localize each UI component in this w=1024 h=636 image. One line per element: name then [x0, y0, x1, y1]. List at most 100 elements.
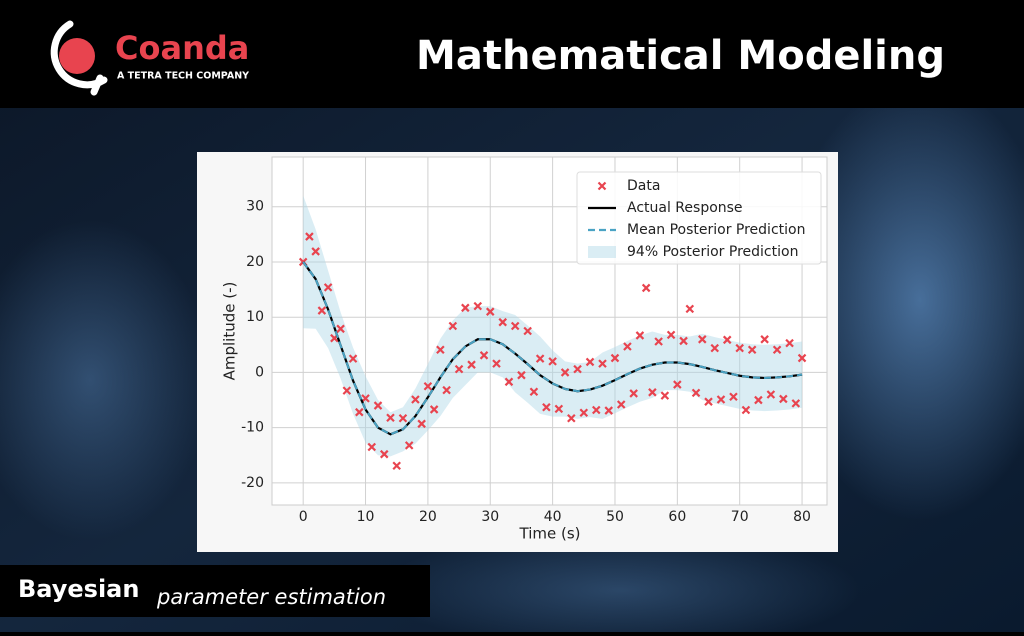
brand-name: Coanda [115, 29, 249, 67]
data-point [386, 413, 395, 423]
data-point [542, 402, 551, 412]
data-point [342, 386, 352, 395]
posterior-band [303, 195, 803, 457]
data-point [704, 397, 713, 406]
x-tick-label: 70 [731, 509, 749, 525]
legend-label: Actual Response [627, 200, 743, 216]
data-point [467, 360, 476, 369]
y-tick-label: -10 [241, 420, 264, 436]
x-tick-label: 0 [299, 509, 308, 525]
y-tick-label: -20 [241, 475, 264, 491]
y-axis-label: Amplitude (-) [221, 282, 239, 381]
data-point [392, 461, 401, 471]
data-point [623, 342, 632, 351]
data-point [479, 351, 489, 360]
data-point [660, 391, 670, 400]
legend-label: 94% Posterior Prediction [627, 244, 798, 260]
data-point [498, 317, 508, 327]
data-point [698, 335, 707, 344]
data-point [785, 338, 794, 348]
data-point [797, 353, 807, 363]
data-point [604, 406, 614, 415]
legend-label: Mean Posterior Prediction [627, 222, 805, 238]
legend-label: Data [627, 178, 660, 194]
data-point [610, 353, 620, 363]
header-bar [0, 0, 1024, 108]
data-point [317, 306, 327, 315]
data-point [517, 370, 526, 380]
data-point [560, 368, 570, 377]
data-point [436, 345, 445, 355]
data-point [754, 395, 763, 405]
x-tick-label: 80 [793, 509, 811, 525]
mean-line [302, 261, 803, 436]
data-point [461, 303, 470, 313]
data-point [379, 449, 389, 459]
y-tick-label: 30 [246, 199, 264, 215]
data-point [685, 304, 695, 314]
data-point [772, 345, 782, 355]
data-point [573, 364, 582, 374]
legend-box [576, 171, 822, 265]
data-point [747, 345, 757, 355]
data-point [404, 441, 414, 450]
data-point [641, 283, 651, 293]
data-point [648, 388, 657, 397]
data-point [679, 336, 688, 346]
logo-icon [50, 20, 108, 96]
data-point [791, 399, 801, 408]
data-point [666, 330, 676, 340]
data-point [766, 390, 776, 399]
data-point [654, 337, 663, 346]
x-tick-label: 30 [481, 509, 499, 525]
caption-bar [0, 565, 430, 617]
data-point [355, 407, 364, 417]
data-point [616, 400, 626, 409]
background-glow [380, 530, 860, 636]
data-point [442, 385, 451, 395]
legend-swatch [597, 181, 607, 191]
data-point [554, 404, 564, 414]
data-point [585, 357, 595, 367]
data-point [729, 392, 738, 402]
data-point [504, 377, 514, 387]
data-point [336, 324, 345, 334]
data-point [741, 405, 751, 415]
data-point [691, 388, 701, 398]
data-point [361, 394, 370, 403]
data-point [535, 354, 545, 363]
data-point [579, 408, 589, 418]
data-point [548, 357, 557, 366]
background-glow [0, 220, 210, 540]
x-tick-label: 10 [357, 509, 375, 525]
data-point [323, 283, 333, 292]
data-point [423, 381, 433, 391]
data-point [598, 359, 607, 368]
data-point [567, 413, 576, 423]
data-point [473, 301, 483, 311]
data-point [411, 395, 420, 404]
data-point [492, 359, 501, 368]
data-point [735, 343, 744, 353]
brand-tagline: A TETRA TECH COMPANY [117, 71, 249, 82]
x-tick-label: 40 [544, 509, 562, 525]
background-glow [780, 80, 1024, 520]
caption-italic: parameter estimation [156, 585, 386, 609]
chart: 0 10 20 30 40 50 60 70 80 -20 -10 0 10 20 30 Data Actual… [241, 156, 828, 525]
x-tick-label: 60 [668, 509, 686, 525]
data-point [779, 394, 788, 404]
data-point [398, 413, 408, 423]
data-point [710, 343, 720, 353]
y-tick-label: 10 [246, 309, 264, 325]
data-point [673, 380, 682, 389]
data-point [629, 389, 638, 398]
y-tick-label: 0 [255, 364, 264, 380]
data-point [311, 247, 320, 256]
x-axis-label: Time (s) [519, 525, 581, 543]
data-point [417, 419, 426, 429]
data-point [429, 405, 439, 414]
data-point [510, 321, 520, 331]
data-point [716, 395, 726, 404]
slide-title: Mathematical Modeling [416, 33, 945, 79]
